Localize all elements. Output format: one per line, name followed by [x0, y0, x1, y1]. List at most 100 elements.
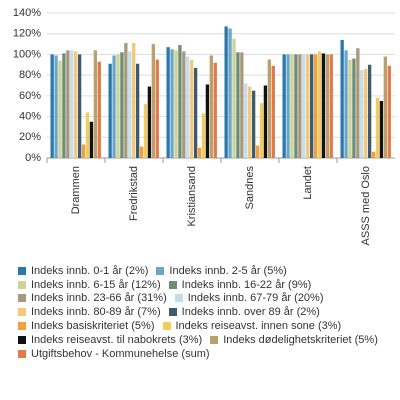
- bar: [70, 50, 74, 158]
- bar: [321, 53, 326, 159]
- legend-item[interactable]: Indeks innb. 0-1 år (2%): [18, 264, 148, 278]
- bar: [54, 55, 58, 158]
- bar: [135, 63, 140, 158]
- bar: [120, 52, 124, 158]
- bar: [174, 50, 178, 158]
- bar: [186, 56, 190, 158]
- bar: [344, 50, 348, 158]
- bar: [124, 43, 128, 158]
- legend-label: Indeks innb. 6-15 år (12%): [31, 278, 161, 291]
- bar: [371, 151, 376, 158]
- bar: [85, 112, 90, 158]
- legend-label: Indeks reiseavst. innen sone (3%): [175, 320, 342, 333]
- bar: [302, 54, 306, 158]
- bar: [155, 59, 159, 158]
- y-tick-label: 20%: [19, 131, 41, 143]
- legend-item[interactable]: Indeks reiseavst. innen sone (3%): [162, 319, 342, 333]
- legend-item[interactable]: Indeks innb. 6-15 år (12%): [18, 278, 161, 292]
- bar: [232, 38, 236, 159]
- bar: [193, 67, 198, 158]
- bar: [236, 52, 240, 158]
- legend-swatch: [156, 266, 165, 275]
- bar: [290, 54, 294, 158]
- legend-swatch: [18, 280, 26, 289]
- legend-label: Indeks innb. 2-5 år (5%): [169, 264, 287, 277]
- bar: [66, 50, 70, 158]
- bar: [259, 103, 264, 158]
- chart: 0% 20% 40% 60% 80% 100% 120% 140% Drammen Fredrik…: [13, 7, 395, 245]
- y-tick-label: 0%: [25, 152, 41, 164]
- bar: [147, 86, 152, 158]
- bar: [271, 65, 275, 158]
- bar: [205, 84, 210, 158]
- bar: [255, 145, 260, 158]
- legend-label: Indeks innb. 67-79 år (20%): [187, 292, 324, 305]
- bar: [325, 54, 329, 158]
- bar: [50, 54, 54, 158]
- legend-item[interactable]: Indeks innb. 80-89 år (7%): [18, 305, 161, 319]
- x-tick-label: Sandnes: [244, 166, 256, 210]
- legend-item[interactable]: Indeks innb. 16-22 år (9%): [168, 278, 311, 292]
- bar: [178, 45, 182, 158]
- bar: [58, 60, 62, 159]
- bar: [81, 144, 86, 158]
- bar: [282, 54, 286, 158]
- legend-label: Utgiftsbehov - Kommunehelse (sum): [31, 347, 210, 360]
- bar: [213, 62, 217, 158]
- legend-item[interactable]: Indeks basiskriteriet (5%): [18, 319, 155, 333]
- legend-swatch: [162, 322, 171, 331]
- bar: [248, 86, 252, 158]
- legend-swatch: [174, 294, 183, 303]
- legend-label: Indeks innb. over 89 år (2%): [181, 306, 320, 319]
- legend-item[interactable]: Indeks dødelighetskriteriet (5%): [210, 333, 378, 347]
- legend-label: Indeks basiskriteriet (5%): [31, 320, 155, 333]
- legend-swatch: [18, 308, 26, 317]
- bar: [139, 146, 144, 158]
- legend-swatch: [210, 335, 219, 344]
- bar: [170, 49, 174, 158]
- y-tick-label: 40%: [19, 110, 41, 122]
- bar: [89, 121, 94, 158]
- legend: Indeks innb. 0-1 år (2%) Indeks innb. 2-5…: [18, 264, 393, 361]
- y-tick-label: 100%: [13, 48, 41, 60]
- bar: [108, 63, 112, 158]
- bar: [294, 54, 298, 158]
- legend-label: Indeks innb. 0-1 år (2%): [31, 264, 149, 277]
- bar: [383, 56, 387, 158]
- bar: [263, 85, 268, 158]
- legend-item[interactable]: Indeks innb. over 89 år (2%): [168, 305, 320, 319]
- bar: [116, 54, 120, 158]
- x-tick-label: Landet: [302, 166, 314, 200]
- bar: [62, 53, 66, 159]
- bar: [93, 50, 97, 158]
- legend-item[interactable]: Indeks innb. 2-5 år (5%): [156, 264, 287, 278]
- y-tick-label: 80%: [19, 69, 41, 81]
- legend-swatch: [18, 322, 26, 331]
- bar: [190, 59, 194, 158]
- x-tick-label: ASSS med Oslo: [360, 166, 372, 245]
- bar: [329, 54, 333, 158]
- bar: [309, 54, 314, 158]
- bar: [112, 55, 116, 158]
- bar: [182, 51, 186, 159]
- legend-item[interactable]: Indeks reiseavst. til nabokrets (3%): [18, 333, 202, 347]
- legend-swatch: [168, 280, 177, 289]
- bar: [128, 51, 132, 159]
- legend-item[interactable]: Utgiftsbehov - Kommunehelse (sum): [18, 347, 210, 361]
- bar: [143, 104, 148, 158]
- legend-swatch: [18, 335, 26, 344]
- x-tick-label: Kristiansand: [186, 166, 198, 227]
- legend-swatch: [168, 308, 177, 317]
- bar: [166, 47, 170, 158]
- legend-label: Indeks dødelighetskriteriet (5%): [223, 333, 378, 346]
- bar: [313, 54, 318, 158]
- y-tick-label: 140%: [13, 7, 41, 19]
- legend-item[interactable]: Indeks innb. 67-79 år (20%): [174, 292, 324, 306]
- x-tick-label: Fredrikstad: [128, 166, 140, 221]
- legend-item[interactable]: Indeks innb. 23-66 år (31%): [18, 292, 167, 306]
- bar: [97, 61, 101, 158]
- bar: [306, 54, 310, 158]
- legend-label: Indeks innb. 80-89 år (7%): [31, 306, 161, 319]
- y-tick-label: 120%: [13, 28, 41, 40]
